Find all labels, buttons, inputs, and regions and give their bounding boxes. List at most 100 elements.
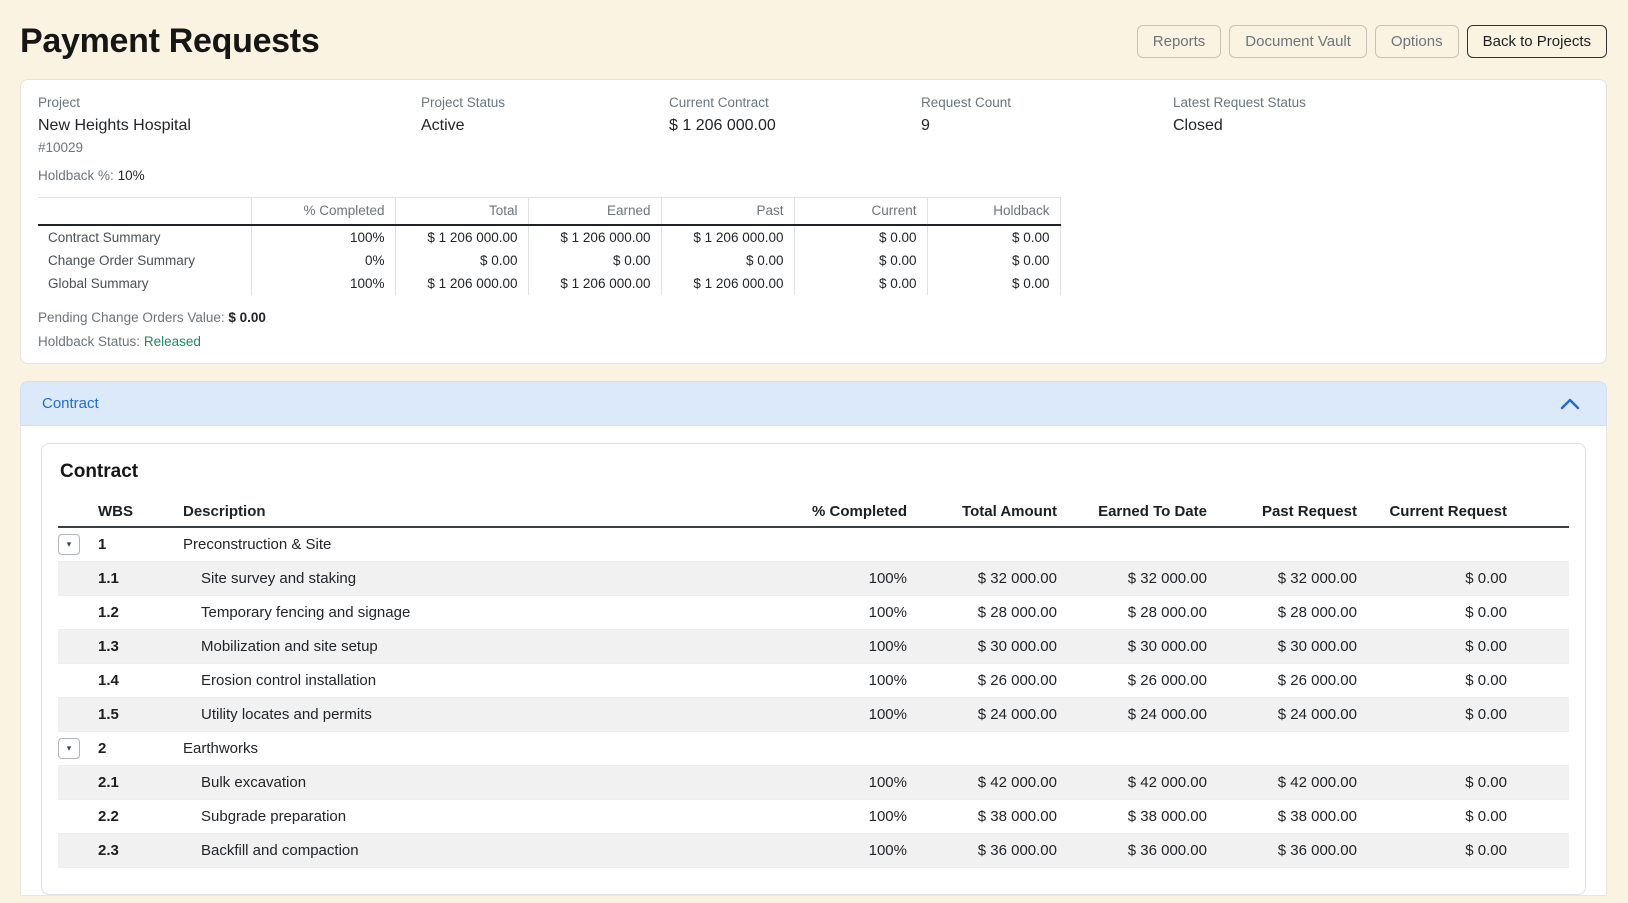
completed-cell: 100%	[757, 672, 907, 689]
total-amount-cell: $ 30 000.00	[907, 638, 1057, 655]
contract-section-title: Contract	[42, 395, 99, 412]
col-header-description: Description	[183, 503, 757, 520]
past-request-cell: $ 28 000.00	[1207, 604, 1357, 621]
contract-section-header[interactable]: Contract	[20, 381, 1607, 426]
earned-to-date-cell: $ 30 000.00	[1057, 638, 1207, 655]
expand-toggle-button[interactable]: ▾	[58, 738, 80, 759]
project-field: Project New Heights Hospital #10029	[38, 95, 421, 155]
total-amount-cell: $ 36 000.00	[907, 842, 1057, 859]
summary-row-label: Global Summary	[38, 272, 251, 295]
request-count-field: Request Count 9	[921, 95, 1173, 155]
col-header-earned-to-date: Earned To Date	[1057, 503, 1207, 520]
contract-card: Contract WBS Description % Completed Tot…	[41, 443, 1586, 895]
description-cell: Temporary fencing and signage	[183, 604, 757, 621]
expand-toggle-button[interactable]: ▾	[58, 534, 80, 555]
summary-cell: $ 0.00	[927, 225, 1060, 249]
wbs-cell: 1.1	[98, 570, 183, 587]
contract-table: WBS Description % Completed Total Amount…	[58, 497, 1569, 868]
col-header-completed: % Completed	[757, 503, 907, 520]
earned-to-date-cell: $ 42 000.00	[1057, 774, 1207, 791]
total-amount-cell: $ 32 000.00	[907, 570, 1057, 587]
project-status-field: Project Status Active	[421, 95, 669, 155]
pending-change-orders-line: Pending Change Orders Value: $ 0.00	[38, 310, 1589, 325]
contract-table-header: WBS Description % Completed Total Amount…	[58, 497, 1569, 528]
current-request-cell: $ 0.00	[1357, 808, 1507, 825]
earned-to-date-cell: $ 32 000.00	[1057, 570, 1207, 587]
earned-to-date-cell: $ 26 000.00	[1057, 672, 1207, 689]
col-header-current-request: Current Request	[1357, 503, 1507, 520]
table-row: 2.2 Subgrade preparation 100% $ 38 000.0…	[58, 800, 1569, 834]
wbs-cell: 1.4	[98, 672, 183, 689]
latest-request-status-field: Latest Request Status Closed	[1173, 95, 1306, 155]
options-button[interactable]: Options	[1375, 25, 1459, 58]
holdback-status-badge: Released	[144, 334, 201, 349]
current-request-cell: $ 0.00	[1357, 604, 1507, 621]
completed-cell: 100%	[757, 604, 907, 621]
current-request-cell: $ 0.00	[1357, 842, 1507, 859]
past-request-cell: $ 36 000.00	[1207, 842, 1357, 859]
holdback-percent-line: Holdback %: 10%	[38, 168, 1589, 183]
description-cell: Bulk excavation	[183, 774, 757, 791]
summary-row-global: Global Summary 100% $ 1 206 000.00 $ 1 2…	[38, 272, 1060, 295]
past-request-cell: $ 26 000.00	[1207, 672, 1357, 689]
summary-cell: $ 1 206 000.00	[661, 272, 794, 295]
wbs-cell: 2	[98, 740, 183, 757]
summary-cell: $ 0.00	[927, 272, 1060, 295]
table-row: 1.5 Utility locates and permits 100% $ 2…	[58, 698, 1569, 732]
completed-cell: 100%	[757, 570, 907, 587]
past-request-cell: $ 30 000.00	[1207, 638, 1357, 655]
table-row: 1.3 Mobilization and site setup 100% $ 3…	[58, 630, 1569, 664]
summary-row-change-order: Change Order Summary 0% $ 0.00 $ 0.00 $ …	[38, 249, 1060, 272]
latest-request-status-label: Latest Request Status	[1173, 95, 1306, 110]
pending-change-orders-label: Pending Change Orders Value:	[38, 310, 225, 325]
past-request-cell: $ 32 000.00	[1207, 570, 1357, 587]
summary-cell: 100%	[251, 225, 395, 249]
project-name: New Heights Hospital	[38, 117, 421, 135]
total-amount-cell: $ 24 000.00	[907, 706, 1057, 723]
table-row: 1.1 Site survey and staking 100% $ 32 00…	[58, 562, 1569, 596]
summary-cell: $ 0.00	[794, 272, 927, 295]
reports-button[interactable]: Reports	[1137, 25, 1222, 58]
description-cell: Erosion control installation	[183, 672, 757, 689]
wbs-cell: 2.3	[98, 842, 183, 859]
current-request-cell: $ 0.00	[1357, 672, 1507, 689]
total-amount-cell: $ 28 000.00	[907, 604, 1057, 621]
summary-header-row: % Completed Total Earned Past Current Ho…	[38, 198, 1060, 226]
description-cell: Earthworks	[183, 740, 757, 757]
current-contract-label: Current Contract	[669, 95, 921, 110]
project-status-value: Active	[421, 117, 669, 135]
chevron-up-icon	[1560, 397, 1580, 411]
table-row: 2.3 Backfill and compaction 100% $ 36 00…	[58, 834, 1569, 868]
earned-to-date-cell: $ 38 000.00	[1057, 808, 1207, 825]
top-bar: Payment Requests Reports Document Vault …	[0, 0, 1628, 79]
request-count-label: Request Count	[921, 95, 1173, 110]
project-fields: Project New Heights Hospital #10029 Proj…	[38, 95, 1589, 155]
document-vault-button[interactable]: Document Vault	[1229, 25, 1367, 58]
table-row: 2.1 Bulk excavation 100% $ 42 000.00 $ 4…	[58, 766, 1569, 800]
table-row: 1.2 Temporary fencing and signage 100% $…	[58, 596, 1569, 630]
caret-down-icon: ▾	[67, 744, 72, 753]
summary-row-label: Change Order Summary	[38, 249, 251, 272]
current-contract-value: $ 1 206 000.00	[669, 117, 921, 135]
summary-row-label: Contract Summary	[38, 225, 251, 249]
summary-row-contract: Contract Summary 100% $ 1 206 000.00 $ 1…	[38, 225, 1060, 249]
col-header-past-request: Past Request	[1207, 503, 1357, 520]
summary-col-holdback: Holdback	[927, 198, 1060, 226]
holdback-percent-value: 10%	[118, 168, 145, 183]
request-count-value: 9	[921, 117, 1173, 135]
earned-to-date-cell: $ 36 000.00	[1057, 842, 1207, 859]
completed-cell: 100%	[757, 706, 907, 723]
past-request-cell: $ 38 000.00	[1207, 808, 1357, 825]
contract-section: Contract Contract WBS Description % Comp…	[20, 381, 1607, 896]
summary-cell: $ 1 206 000.00	[395, 225, 528, 249]
description-cell: Backfill and compaction	[183, 842, 757, 859]
back-to-projects-button[interactable]: Back to Projects	[1467, 25, 1607, 58]
project-label: Project	[38, 95, 421, 110]
project-status-label: Project Status	[421, 95, 669, 110]
past-request-cell: $ 24 000.00	[1207, 706, 1357, 723]
project-info-card: Project New Heights Hospital #10029 Proj…	[20, 79, 1607, 364]
completed-cell: 100%	[757, 774, 907, 791]
description-cell: Preconstruction & Site	[183, 536, 757, 553]
earned-to-date-cell: $ 28 000.00	[1057, 604, 1207, 621]
completed-cell: 100%	[757, 842, 907, 859]
